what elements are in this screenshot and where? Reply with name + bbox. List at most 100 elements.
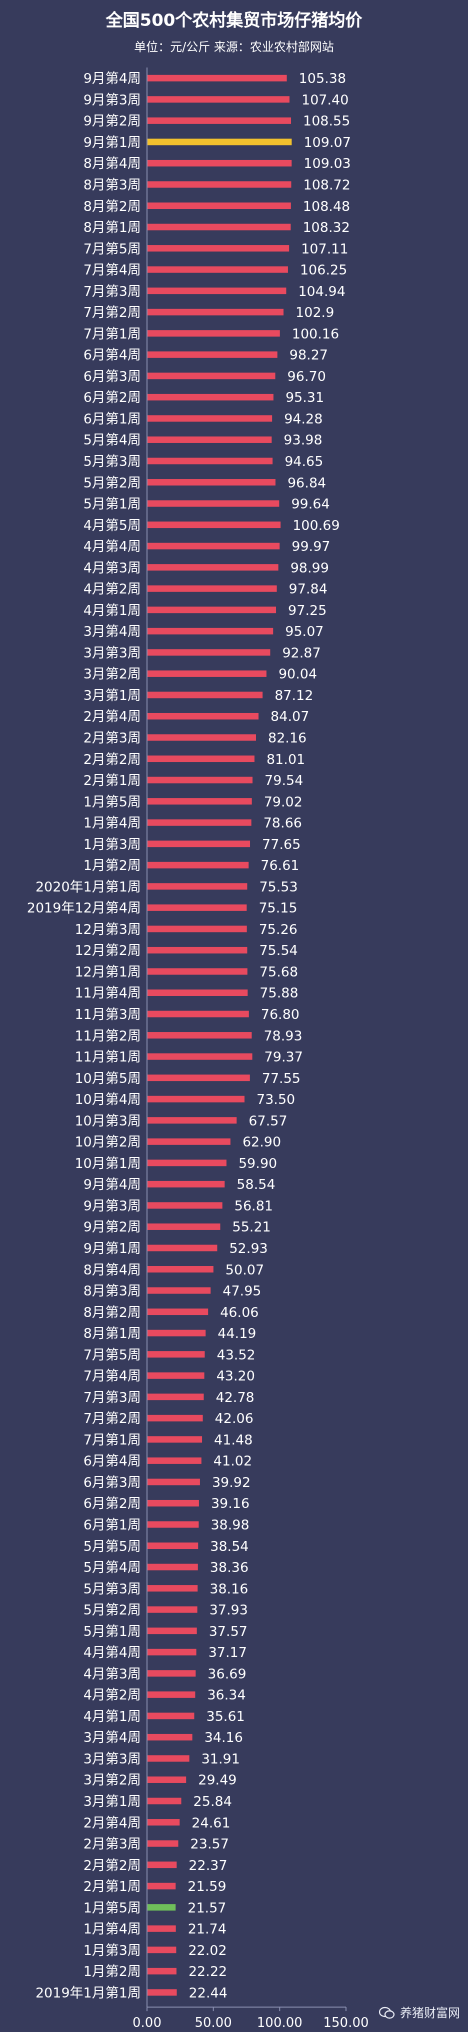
bar <box>147 1755 190 1762</box>
bar <box>147 776 253 784</box>
value-label: 50.07 <box>225 1262 264 1278</box>
bar <box>147 1776 187 1783</box>
category-label: 1月第4周 <box>83 815 141 832</box>
value-label: 55.21 <box>232 1220 271 1236</box>
bar <box>147 1712 195 1720</box>
bar <box>147 1563 198 1571</box>
x-tick-label: 0.00 <box>133 2016 162 2031</box>
value-label: 107.11 <box>301 241 348 257</box>
category-label: 8月第2周 <box>83 198 141 215</box>
category-label: 4月第4周 <box>83 1644 141 1661</box>
category-label: 2月第3周 <box>83 1836 141 1853</box>
bar <box>147 946 248 954</box>
bar <box>147 712 259 720</box>
category-label: 3月第3周 <box>83 1750 141 1767</box>
bar <box>147 1010 249 1018</box>
bar <box>147 1819 180 1826</box>
category-label: 5月第3周 <box>83 1580 141 1597</box>
value-label: 58.54 <box>237 1177 276 1193</box>
category-label: 8月第4周 <box>83 1261 141 1278</box>
value-label: 39.16 <box>211 1496 250 1512</box>
bar <box>147 819 252 826</box>
bar <box>147 308 284 316</box>
value-label: 96.70 <box>287 369 326 385</box>
category-label: 2月第2周 <box>83 1857 141 1874</box>
value-label: 46.06 <box>220 1305 259 1321</box>
category-label: 5月第1周 <box>83 496 141 513</box>
category-label: 3月第4周 <box>83 623 141 640</box>
value-label: 38.54 <box>210 1539 249 1555</box>
value-label: 25.84 <box>193 1794 232 1810</box>
category-label: 7月第5周 <box>83 1346 141 1363</box>
category-label: 8月第1周 <box>83 219 141 236</box>
bar <box>147 330 280 337</box>
category-label: 3月第1周 <box>83 1793 141 1810</box>
category-label: 5月第5周 <box>83 1538 141 1555</box>
value-label: 97.25 <box>288 603 327 619</box>
value-label: 29.49 <box>198 1773 237 1789</box>
value-label: 36.69 <box>208 1666 247 1682</box>
category-label: 4月第2周 <box>83 581 141 598</box>
category-label: 4月第1周 <box>83 602 141 619</box>
value-label: 90.04 <box>278 667 317 683</box>
category-label: 6月第2周 <box>83 389 141 406</box>
category-label: 7月第3周 <box>83 283 141 300</box>
bar <box>147 500 280 507</box>
x-tick-label: 150.00 <box>323 2016 369 2031</box>
bar <box>147 457 273 465</box>
category-label: 11月第2周 <box>75 1027 141 1044</box>
bar <box>147 627 274 635</box>
bar <box>147 1861 177 1869</box>
category-label: 7月第4周 <box>83 262 141 279</box>
value-label: 73.50 <box>257 1092 296 1108</box>
bar <box>147 1989 177 1996</box>
category-label: 4月第5周 <box>83 517 141 534</box>
category-label: 1月第3周 <box>83 1942 141 1959</box>
category-label: 8月第2周 <box>83 1304 141 1321</box>
value-label: 62.90 <box>242 1135 281 1151</box>
category-label: 9月第3周 <box>83 91 141 108</box>
value-label: 100.69 <box>293 518 340 534</box>
bar <box>147 74 287 82</box>
value-label: 41.48 <box>214 1432 253 1448</box>
category-label: 1月第5周 <box>83 793 141 810</box>
bar <box>147 1414 203 1422</box>
category-label: 8月第3周 <box>83 1283 141 1300</box>
value-label: 76.61 <box>261 858 300 874</box>
category-label: 10月第2周 <box>75 1134 141 1151</box>
category-label: 2020年1月第1周 <box>35 878 141 895</box>
category-label: 9月第1周 <box>83 134 141 151</box>
bar <box>147 96 290 103</box>
bar <box>147 159 292 167</box>
category-label: 9月第2周 <box>83 113 141 130</box>
category-label: 7月第5周 <box>83 240 141 257</box>
category-label: 6月第1周 <box>83 410 141 427</box>
value-label: 21.57 <box>188 1900 227 1916</box>
bar <box>147 1095 245 1103</box>
category-label: 7月第2周 <box>83 304 141 321</box>
bar <box>147 1478 200 1486</box>
value-label: 22.37 <box>189 1858 228 1874</box>
bar <box>147 1202 223 1209</box>
bar <box>147 1223 221 1230</box>
bar <box>147 1053 253 1060</box>
bar <box>147 245 290 252</box>
bar <box>147 372 276 380</box>
value-label: 23.57 <box>190 1837 229 1853</box>
value-label: 84.07 <box>271 709 310 725</box>
bar <box>147 585 277 592</box>
bar <box>147 181 292 188</box>
bar <box>147 670 267 677</box>
value-label: 21.74 <box>188 1922 227 1938</box>
category-label: 7月第4周 <box>83 1368 141 1385</box>
category-label: 1月第4周 <box>83 1921 141 1938</box>
bar <box>147 138 292 146</box>
value-label: 109.03 <box>304 156 351 172</box>
value-label: 78.93 <box>264 1028 303 1044</box>
bar <box>147 1733 193 1741</box>
bar <box>147 1904 176 1911</box>
category-label: 4月第4周 <box>83 538 141 555</box>
bar <box>147 1329 206 1337</box>
value-label: 81.01 <box>266 752 305 768</box>
value-label: 37.93 <box>209 1603 248 1619</box>
